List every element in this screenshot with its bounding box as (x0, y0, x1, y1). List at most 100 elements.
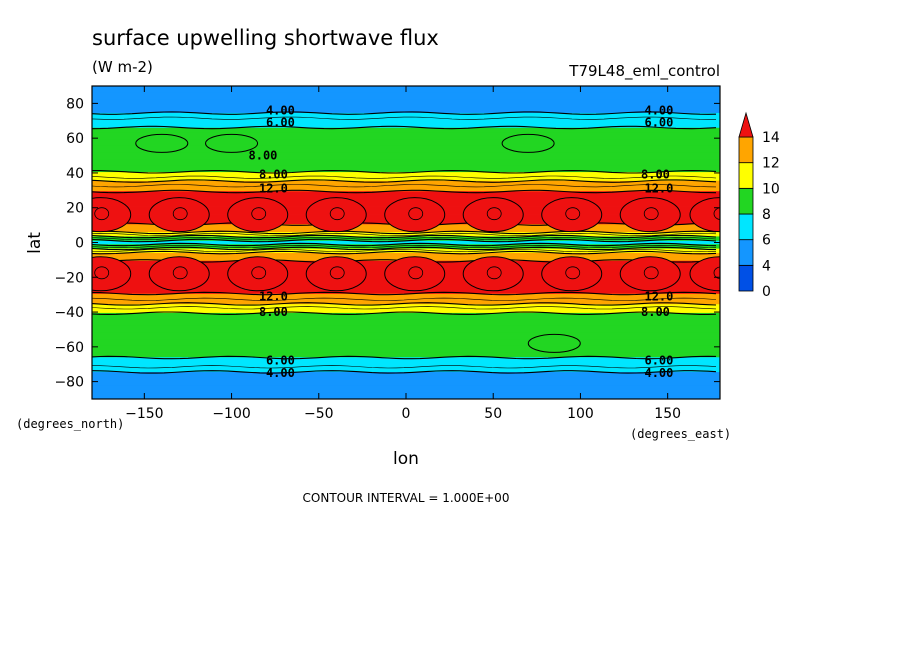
contour-band (92, 316, 720, 318)
contour-band (92, 122, 720, 124)
contour-band (92, 103, 720, 105)
high-cell-inner-contour (713, 266, 720, 280)
contour-band (92, 324, 720, 326)
contour-band (92, 169, 720, 171)
contour-band (92, 346, 720, 349)
contour-band (92, 372, 720, 375)
contour-band (92, 354, 720, 357)
contour-band (92, 231, 720, 233)
contour-band (92, 245, 720, 248)
contour-line (92, 184, 717, 188)
contour-band (92, 126, 720, 129)
contour-band (92, 308, 720, 311)
contour-band (92, 142, 720, 144)
contour-band (92, 356, 720, 358)
colorbar-box (738, 162, 754, 189)
contour-band (92, 173, 720, 176)
y-tick-label: 80 (66, 96, 84, 112)
contour-band (92, 143, 720, 145)
contour-band (92, 136, 720, 138)
contour-band (92, 95, 720, 98)
contour-band (92, 166, 720, 169)
contour-line (92, 238, 717, 243)
contour-band (92, 123, 720, 125)
contour-band (92, 137, 720, 139)
contour-band (92, 380, 720, 383)
contour-band (92, 343, 720, 345)
contour-band (92, 153, 720, 156)
contour-band (92, 297, 720, 299)
contour-band (92, 121, 720, 124)
contour-line (92, 242, 717, 247)
contour-band (92, 312, 720, 315)
contour-band (92, 247, 720, 250)
contour-band (92, 129, 720, 131)
contour-band (92, 294, 720, 297)
contour-band (92, 244, 720, 246)
contour-band (92, 357, 720, 359)
contour-band (92, 241, 720, 244)
contour-band (92, 385, 720, 387)
colorbar-box (738, 136, 754, 164)
contour-band (92, 350, 720, 352)
contour-band (92, 138, 720, 140)
contour-band (92, 303, 720, 305)
contour-band (92, 127, 720, 130)
contour-band (92, 345, 720, 348)
green-patch (501, 133, 555, 153)
contour-band (92, 164, 720, 166)
contour-band (92, 388, 720, 391)
contour-band (92, 386, 720, 389)
contour-band (92, 359, 720, 362)
contour-band (92, 331, 720, 333)
contour-band (92, 114, 720, 117)
contour-value-label: 8.00 (249, 149, 278, 163)
contour-band (92, 359, 720, 361)
contour-band (92, 159, 720, 161)
y-tick-label: −80 (54, 375, 84, 391)
contour-value-label: 12.0 (644, 182, 673, 196)
contour-band (92, 370, 720, 372)
contour-band (92, 101, 720, 104)
contour-band (92, 345, 720, 347)
colorbar-box (738, 239, 754, 266)
contour-line (92, 170, 717, 174)
contour-band (92, 194, 720, 197)
contour-band (92, 336, 720, 338)
high-cell (305, 256, 367, 292)
contour-band (92, 161, 720, 164)
contour-band (92, 158, 720, 160)
contour-value-label: 6.00 (266, 354, 295, 368)
contour-band (92, 378, 720, 380)
contour-line (92, 179, 717, 183)
contour-band (92, 172, 720, 175)
contour-band (92, 93, 720, 96)
contour-band (92, 312, 720, 314)
contour-band (92, 329, 720, 331)
high-cell-inner-contour (408, 266, 424, 280)
contour-band (92, 146, 720, 149)
colorbar-tick-label: 6 (762, 233, 771, 249)
contour-band (92, 152, 720, 155)
contour-band (92, 375, 720, 377)
contour-band (92, 133, 720, 136)
contour-band (92, 115, 720, 118)
contour-band (92, 159, 720, 162)
y-tick-label: −60 (54, 340, 84, 356)
contour-line (92, 246, 717, 251)
contour-band (92, 309, 720, 311)
green-patch (135, 133, 189, 153)
contour-band (92, 145, 720, 148)
contour-band (92, 252, 720, 255)
high-cell-inner-contour (565, 266, 581, 280)
high-cell-inner-contour (643, 266, 659, 280)
contour-band (92, 105, 720, 107)
contour-band (92, 193, 720, 196)
contour-band (92, 128, 720, 131)
contour-band (92, 186, 720, 189)
contour-value-label: 12.0 (259, 289, 288, 303)
contour-band (92, 377, 720, 379)
contour-band (92, 349, 720, 351)
contour-band (92, 99, 720, 102)
